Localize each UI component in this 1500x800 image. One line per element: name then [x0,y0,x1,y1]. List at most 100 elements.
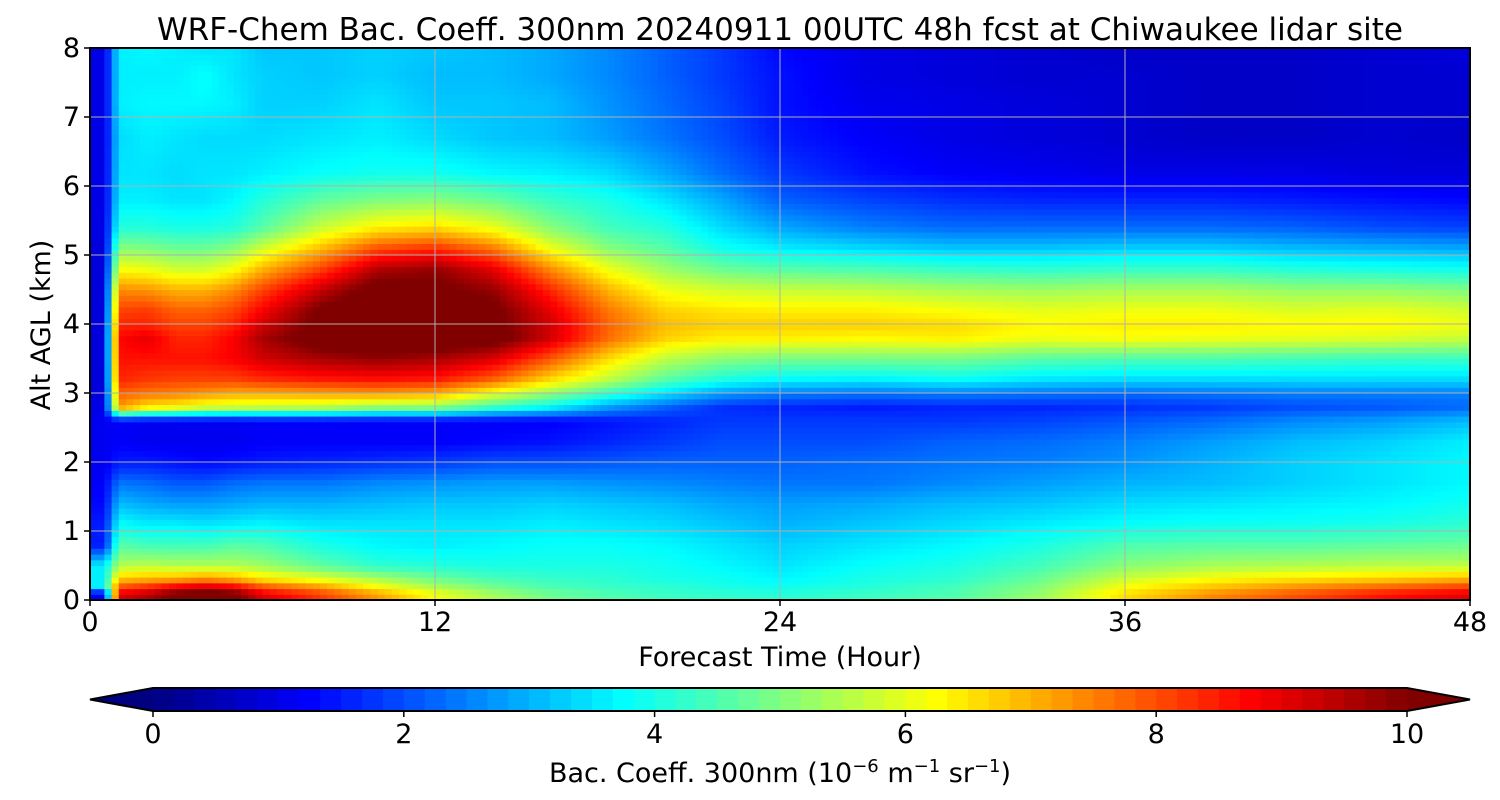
heatmap-cell [97,99,105,107]
heatmap-cell [90,65,98,72]
heatmap-cell [133,381,141,388]
heatmap-cell [370,174,379,181]
heatmap-cell [276,151,285,158]
heatmap-cell [183,329,192,337]
heatmap-cell [169,588,177,595]
heatmap-cell [284,266,292,273]
heatmap-cell [399,462,407,469]
heatmap-cell [226,318,235,325]
heatmap-cell [320,370,328,377]
heatmap-cell [320,318,328,325]
heatmap-cell [197,375,206,383]
heatmap-cell [420,174,429,181]
heatmap-cell [118,582,127,590]
heatmap-cell [305,232,314,239]
heatmap-cell [320,226,328,233]
heatmap-cell [212,255,220,262]
heatmap-cell [363,450,371,457]
heatmap-cell [233,209,242,216]
heatmap-cell [233,577,242,584]
heatmap-cell [427,375,436,383]
heatmap-cell [327,306,335,314]
heatmap-cell [118,433,127,440]
heatmap-cell [341,525,350,532]
heatmap-cell [420,364,429,371]
heatmap-cell [219,393,228,400]
heatmap-cell [399,53,407,61]
heatmap-cell [219,439,228,446]
heatmap-cell [255,214,264,222]
heatmap-cell [97,490,105,498]
heatmap-cell [399,260,407,268]
heatmap-cell [205,122,213,130]
heatmap-cell [406,134,415,141]
heatmap-cell [147,450,156,457]
heatmap-cell [449,467,458,475]
heatmap-cell [111,439,120,446]
heatmap-cell [370,249,379,256]
heatmap-cell [320,266,328,273]
heatmap-cell [355,266,364,273]
heatmap-cell [190,352,199,360]
heatmap-cell [284,439,292,446]
heatmap-cell [420,134,429,141]
heatmap-cell [248,341,256,348]
heatmap-cell [197,439,206,446]
heatmap-cell [161,105,170,112]
heatmap-cell [190,496,199,503]
heatmap-cell [456,559,465,567]
heatmap-cell [384,582,393,590]
heatmap-cell [118,117,127,124]
heatmap-cell [449,490,458,498]
heatmap-cell [435,433,443,440]
heatmap-cell [298,554,307,561]
heatmap-cell [240,421,249,429]
heatmap-cell [391,226,400,233]
heatmap-cell [118,352,127,360]
heatmap-cell [233,582,242,590]
heatmap-cell [334,168,343,176]
heatmap-cell [154,571,163,578]
heatmap-cell [334,301,343,308]
heatmap-cell [305,508,314,515]
heatmap-cell [161,59,170,66]
heatmap-cell [133,502,141,509]
heatmap-cell [262,76,271,84]
heatmap-cell [197,559,206,567]
heatmap-cell [176,421,185,429]
heatmap-cell [348,496,357,503]
heatmap-cell [133,220,141,227]
heatmap-cell [435,329,443,337]
heatmap-cell [370,186,379,193]
heatmap-cell [197,582,206,590]
heatmap-cell [305,53,314,61]
heatmap-cell [284,404,292,411]
heatmap-cell [377,197,386,204]
heatmap-cell [406,490,415,498]
heatmap-cell [284,358,292,365]
heatmap-cell [276,427,285,434]
heatmap-cell [406,410,415,417]
heatmap-cell [320,467,328,475]
heatmap-cell [391,416,400,423]
heatmap-cell [90,416,98,423]
heatmap-cell [169,220,177,227]
heatmap-cell [291,375,300,383]
heatmap-cell [355,260,364,268]
heatmap-cell [233,536,242,544]
heatmap-cell [248,565,256,572]
heatmap-cell [320,554,328,561]
heatmap-cell [262,536,271,544]
heatmap-cell [363,197,371,204]
heatmap-cell [140,243,149,250]
heatmap-cell [147,283,156,291]
heatmap-cell [370,289,379,296]
heatmap-cell [334,214,343,222]
heatmap-cell [176,134,185,141]
heatmap-cell [370,145,379,153]
heatmap-cell [118,88,127,95]
heatmap-cell [312,387,321,394]
heatmap-cell [133,301,141,308]
heatmap-cell [118,554,127,561]
heatmap-cell [391,329,400,337]
